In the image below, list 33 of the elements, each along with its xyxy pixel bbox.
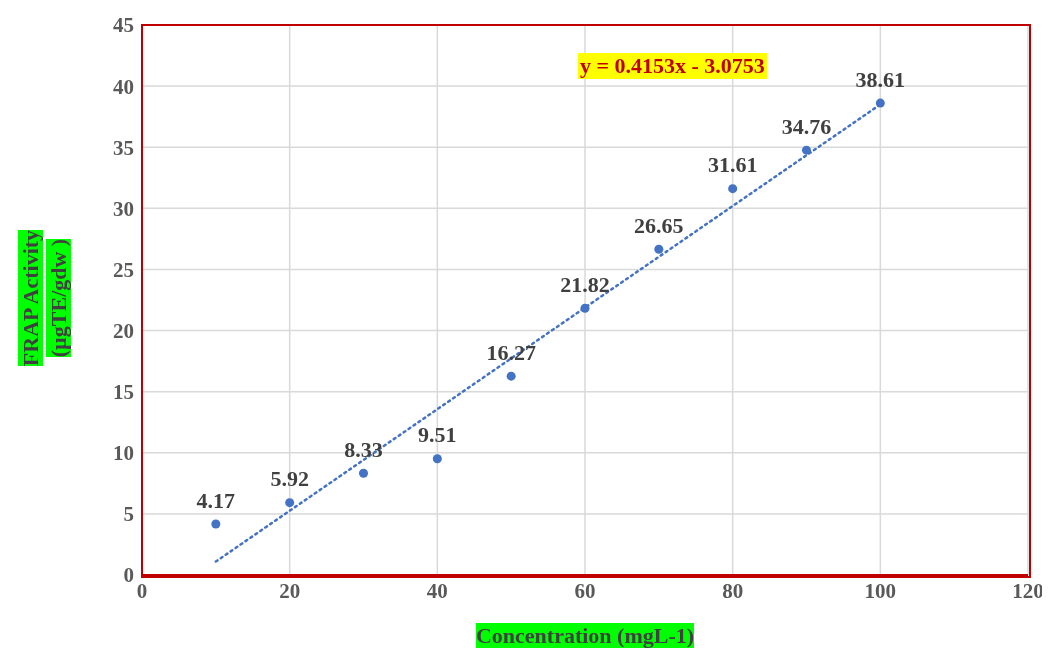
point: [285, 498, 295, 508]
data-label: 34.76: [781, 113, 832, 139]
y-tick-label: 10: [113, 441, 134, 466]
point: [358, 468, 369, 478]
y-axis-title: FRAP Activity (µgTE/gdw ): [18, 229, 71, 367]
point: [432, 454, 442, 464]
x-tick-label: 20: [279, 578, 301, 603]
x-tick-label: 40: [426, 578, 448, 603]
x-tick-label: 60: [574, 578, 596, 603]
data-label: 5.92: [270, 466, 309, 492]
data-label: 21.82: [560, 271, 610, 297]
point: [654, 244, 664, 254]
x-axis-title: Concentration (mgL-1): [475, 623, 695, 648]
y-tick-label: 40: [113, 74, 134, 99]
data-label: 31.61: [707, 152, 758, 178]
data-label: 38.61: [855, 66, 906, 92]
y-tick-label: 30: [113, 196, 134, 221]
y-tick-label: 35: [113, 135, 134, 160]
y-tick-label: 5: [123, 502, 134, 527]
y-tick-label: 15: [113, 380, 134, 405]
y-tick-label: 20: [113, 319, 134, 344]
point: [728, 184, 738, 194]
data-label: 8.33: [344, 436, 383, 462]
x-tick-label: 80: [722, 578, 744, 603]
data-label: 26.65: [634, 212, 684, 238]
point: [506, 371, 516, 381]
y-tick-label: 25: [113, 257, 134, 282]
x-tick-label: 100: [864, 578, 897, 603]
data-label: 4.17: [196, 487, 236, 513]
y-tick-label: 45: [113, 13, 134, 38]
annotation: y = 0.4153x - 3.0753: [578, 53, 767, 79]
point: [211, 519, 221, 529]
data-label: 9.51: [418, 422, 457, 448]
